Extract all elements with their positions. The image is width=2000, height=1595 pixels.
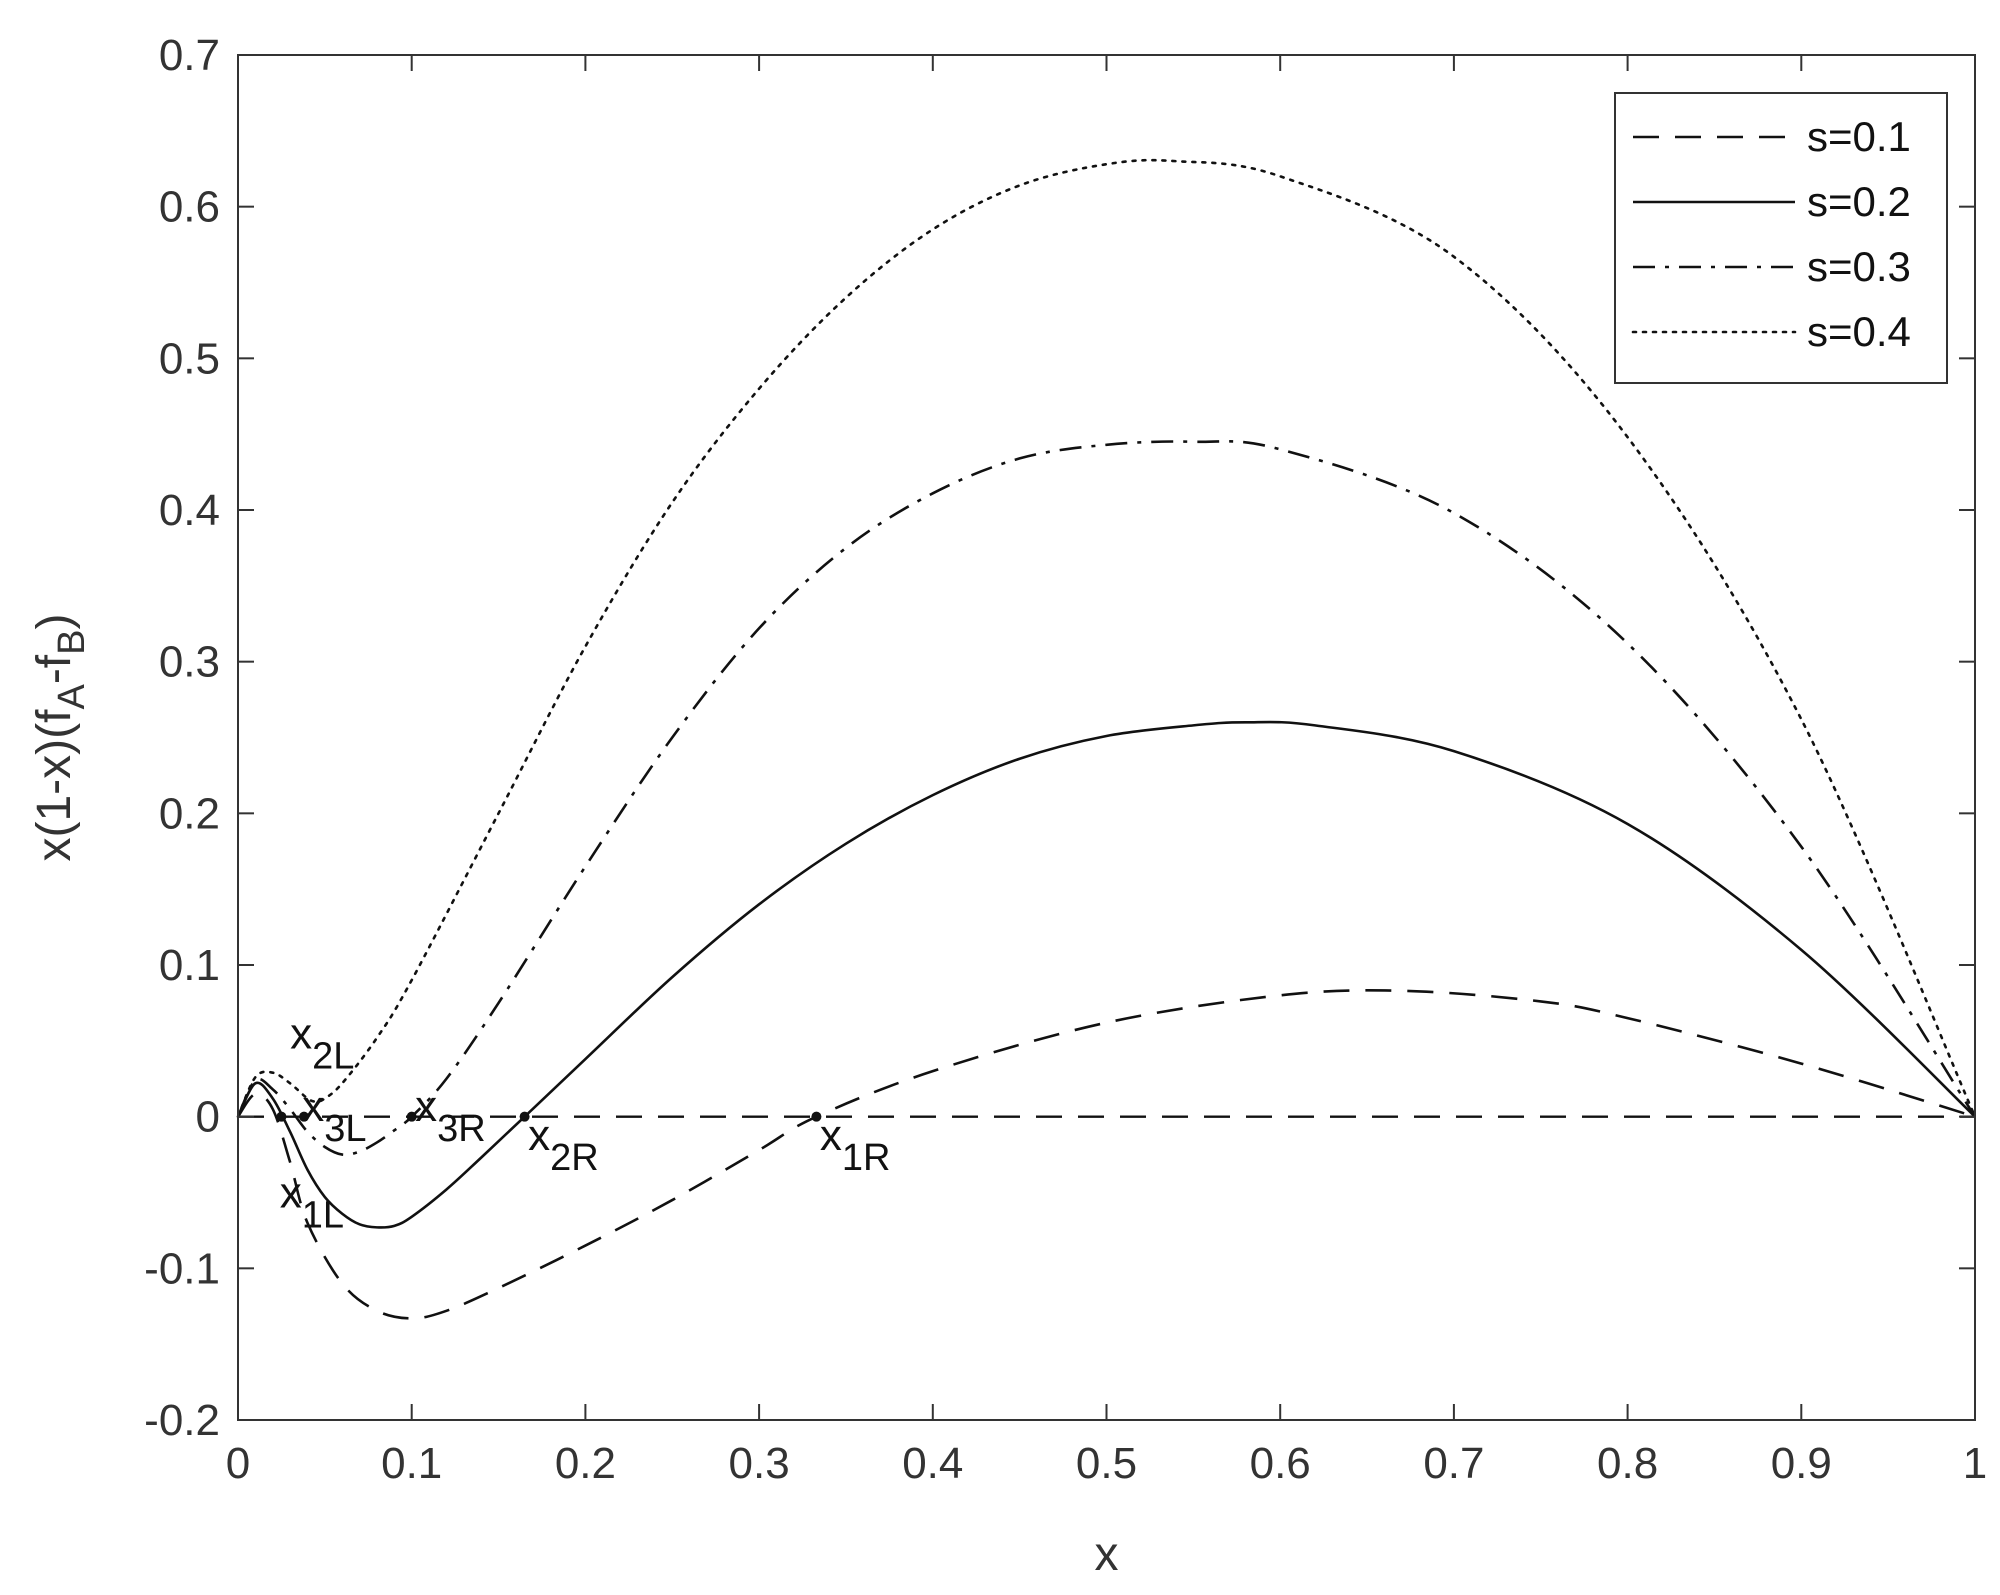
root-point	[276, 1111, 287, 1122]
legend-items: s=0.1 s=0.2 s=0.3 s=0.4	[1631, 113, 1911, 355]
y-axis-title-main: x(1-x)(f	[28, 709, 81, 862]
series-line-2	[236, 720, 1976, 1229]
annotation-x2R: x2R	[528, 1111, 599, 1179]
annotation-x1R: x1R	[820, 1111, 891, 1179]
x-tick-label: 0.8	[1597, 1439, 1658, 1488]
y-tick-label: 0.4	[159, 486, 220, 535]
y-axis-title-sub-b: B	[51, 629, 93, 654]
legend-item-3: s=0.3	[1633, 243, 1911, 290]
y-axis-title: x(1-x)(fA-fB)	[28, 614, 93, 862]
series-line-3	[236, 440, 1977, 1157]
annotation-x3R: x3R	[415, 1082, 486, 1150]
legend-label: s=0.4	[1807, 308, 1911, 355]
annotation-x3L: x3L	[302, 1082, 366, 1150]
annotation-base: x	[290, 1009, 312, 1058]
series-line-1	[236, 989, 1976, 1320]
series-layer	[236, 158, 1977, 1320]
annotation-base: x	[528, 1111, 550, 1160]
x-tick-label: 0.6	[1250, 1439, 1311, 1488]
annotation-base: x	[415, 1082, 437, 1131]
y-tick-label: 0.5	[159, 334, 220, 383]
y-tick-label: 0.7	[159, 31, 220, 80]
root-point	[519, 1111, 530, 1122]
annotation-subscript: 2R	[550, 1137, 599, 1179]
x-tick-label: 0.7	[1423, 1439, 1484, 1488]
y-tick-label: -0.1	[144, 1244, 220, 1293]
y-tick-label: 0	[196, 1093, 220, 1142]
marked-points	[276, 1111, 822, 1122]
annotation-subscript: 3R	[437, 1108, 486, 1150]
x-tick-label: 0.2	[555, 1439, 616, 1488]
y-tick-label: -0.2	[144, 1396, 220, 1445]
y-tick-label: 0.3	[159, 638, 220, 687]
y-tick-label: 0.1	[159, 941, 220, 990]
x-tick-label: 1	[1963, 1439, 1987, 1488]
x-tick-label: 0.4	[902, 1439, 963, 1488]
axis-ticks: 0 0.1 0.2 0.3 0.4 0.5 0.6 0.7 0.8 0.9 1 -0.2 -0.1 0 0.…	[144, 31, 1987, 1488]
annotation-subscript: 1R	[842, 1137, 891, 1179]
legend-item-1: s=0.1	[1633, 113, 1911, 160]
legend-item-2: s=0.2	[1633, 178, 1911, 225]
root-point	[811, 1111, 822, 1122]
annotation-subscript: 1L	[302, 1195, 344, 1237]
legend-label: s=0.3	[1807, 243, 1911, 290]
x-tick-label: 0.9	[1771, 1439, 1832, 1488]
annotation-x2L: x2L	[290, 1009, 354, 1077]
root-point	[299, 1111, 310, 1122]
legend-label: s=0.1	[1807, 113, 1911, 160]
x-tick-label: 0.1	[381, 1439, 442, 1488]
x-tick-label: 0.3	[729, 1439, 790, 1488]
legend: s=0.1 s=0.2 s=0.3 s=0.4	[1614, 92, 1948, 384]
y-tick-label: 0.6	[159, 183, 220, 232]
x-tick-label: 0	[226, 1439, 250, 1488]
annotation-x1L: x1L	[280, 1169, 344, 1237]
y-axis-title-mid: -f	[28, 654, 81, 684]
series-line-4	[236, 158, 1977, 1118]
legend-box	[1614, 92, 1948, 384]
annotation-subscript: 3L	[324, 1108, 366, 1150]
root-point	[406, 1111, 417, 1122]
annotation-base: x	[820, 1111, 842, 1160]
y-tick-label: 0.2	[159, 789, 220, 838]
legend-label: s=0.2	[1807, 178, 1911, 225]
y-axis-title-end: )	[28, 614, 81, 630]
x-tick-label: 0.5	[1076, 1439, 1137, 1488]
x-axis-title: x	[1095, 1528, 1119, 1581]
legend-item-4: s=0.4	[1631, 308, 1911, 355]
y-axis-title-sub-a: A	[51, 684, 93, 710]
annotation-base: x	[302, 1082, 324, 1131]
annotation-base: x	[280, 1169, 302, 1218]
annotation-subscript: 2L	[312, 1035, 354, 1077]
